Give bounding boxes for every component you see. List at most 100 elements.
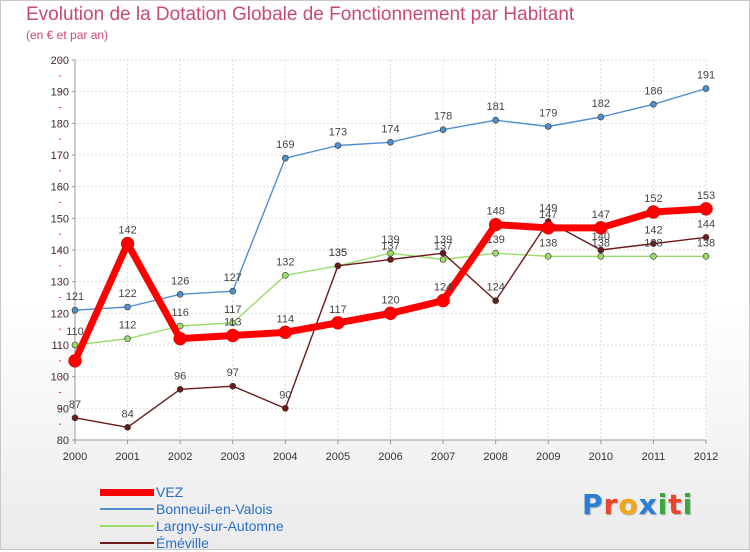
data-point <box>282 154 289 162</box>
data-point <box>492 297 499 304</box>
data-point <box>387 249 394 257</box>
data-point <box>650 253 657 260</box>
x-tick-label: 2004 <box>273 451 297 463</box>
data-point <box>702 234 710 241</box>
data-point <box>68 354 82 368</box>
legend-swatch <box>100 508 154 510</box>
data-point <box>71 414 79 422</box>
data-label: 152 <box>644 193 662 205</box>
data-label: 132 <box>276 256 294 268</box>
data-label: 148 <box>486 206 504 218</box>
legend-label: Bonneuil-en-Valois <box>156 501 273 517</box>
data-label: 113 <box>224 317 242 329</box>
legend-label: Largny-sur-Automne <box>156 518 284 534</box>
data-point <box>120 236 135 251</box>
data-point <box>597 113 605 121</box>
data-point <box>492 116 499 124</box>
x-tick-label: 2012 <box>694 451 718 463</box>
chart-title: Evolution de la Dotation Globale de Fonc… <box>26 4 575 25</box>
data-point <box>334 262 342 270</box>
data-label: 137 <box>434 241 452 253</box>
data-point <box>176 291 184 298</box>
legend-swatch <box>100 488 154 496</box>
data-label: 84 <box>121 408 133 420</box>
data-point <box>387 139 394 146</box>
legend-label: VEZ <box>156 484 184 500</box>
y-tick-label: 130 <box>51 277 69 289</box>
y-tick-label: 200 <box>51 55 69 67</box>
data-point <box>544 123 552 130</box>
data-label: 149 <box>539 203 557 215</box>
data-label: 97 <box>227 367 239 379</box>
data-point <box>334 142 342 149</box>
data-point <box>229 382 237 390</box>
data-point <box>282 405 289 412</box>
data-label: 90 <box>279 389 291 401</box>
data-label: 87 <box>69 399 81 411</box>
data-point <box>71 306 79 314</box>
data-point <box>176 386 184 393</box>
chart-subtitle: (en € et par an) <box>26 28 109 42</box>
data-label: 120 <box>381 294 399 306</box>
y-tick-label: 80 <box>57 435 69 447</box>
data-label: 117 <box>329 304 347 316</box>
data-point <box>541 221 555 235</box>
data-label: 138 <box>644 237 662 249</box>
data-label: 137 <box>381 241 399 253</box>
x-tick-label: 2011 <box>642 451 666 463</box>
data-label: 147 <box>592 209 610 221</box>
data-point <box>331 316 345 330</box>
data-point <box>597 246 605 254</box>
data-label: 138 <box>539 237 557 249</box>
data-label: 153 <box>697 190 715 202</box>
data-labels: 142 113 114 117 120 124 148 147 147 152 153 121 122 1… <box>66 70 715 421</box>
data-label: 121 <box>66 291 84 303</box>
y-tick-label: 140 <box>51 245 69 257</box>
data-label: 144 <box>697 218 715 230</box>
data-label: 142 <box>118 225 136 237</box>
data-point <box>439 249 447 257</box>
data-point <box>282 272 289 279</box>
y-tick-label: 170 <box>51 150 69 162</box>
data-point <box>544 253 552 260</box>
x-tick-label: 2009 <box>536 451 560 463</box>
data-label: 117 <box>224 304 242 316</box>
data-point <box>439 256 447 263</box>
data-label: 140 <box>592 231 610 243</box>
data-label: 112 <box>119 320 137 332</box>
data-point <box>173 331 187 346</box>
data-point <box>278 325 293 340</box>
data-label: 169 <box>276 139 294 151</box>
proxiti-logo: Proxiti <box>582 488 694 521</box>
y-tick-label: 110 <box>51 340 69 352</box>
data-point <box>646 205 661 219</box>
data-point <box>124 424 131 431</box>
data-label: 135 <box>329 247 347 259</box>
data-label: 142 <box>644 225 662 237</box>
data-point <box>229 319 237 327</box>
data-label: 179 <box>539 108 557 120</box>
data-label: 178 <box>434 111 452 123</box>
y-tick-label: 160 <box>51 182 69 194</box>
data-point <box>383 306 398 321</box>
y-tick-label: 180 <box>51 118 69 130</box>
data-point <box>594 221 608 235</box>
data-point <box>702 85 710 92</box>
x-tick-label: 2006 <box>378 451 402 463</box>
legend-swatch <box>100 525 154 527</box>
x-tick-label: 2005 <box>326 451 350 463</box>
data-label: 173 <box>329 127 347 139</box>
data-point <box>488 217 503 232</box>
legend-label: Éméville <box>156 535 209 551</box>
data-label: 181 <box>486 101 504 113</box>
data-label: 122 <box>118 288 136 300</box>
data-point <box>702 253 710 260</box>
y-tick-label: 120 <box>51 308 69 320</box>
data-point <box>492 249 499 257</box>
data-point <box>699 202 713 216</box>
data-label: 114 <box>277 313 295 325</box>
data-label: 139 <box>381 234 399 246</box>
data-point <box>229 287 237 295</box>
x-tick-label: 2001 <box>115 451 139 463</box>
data-point <box>436 293 450 308</box>
